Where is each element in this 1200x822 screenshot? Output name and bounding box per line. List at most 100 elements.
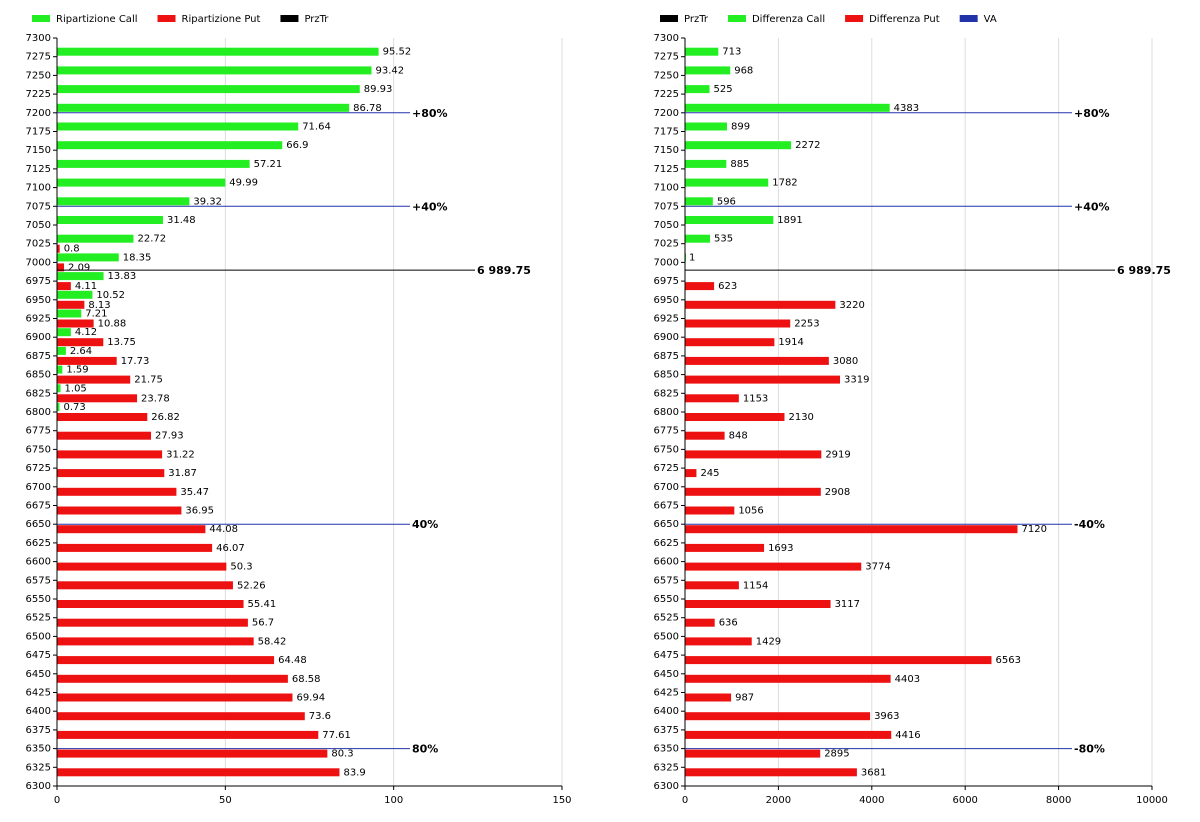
value-label: 885 — [730, 159, 749, 170]
value-label: 899 — [731, 122, 750, 133]
legend-label: Differenza Put — [869, 14, 940, 25]
y-tick-label: 6350 — [26, 744, 51, 755]
bar — [57, 487, 177, 496]
bar — [57, 506, 182, 515]
bar — [57, 244, 60, 253]
y-tick-label: 7000 — [26, 257, 51, 268]
bar — [57, 712, 305, 721]
y-tick-label: 6450 — [654, 669, 679, 680]
value-label: 636 — [719, 618, 738, 629]
value-label: 18.35 — [123, 252, 152, 263]
x-tick-label: 150 — [552, 795, 571, 806]
bar — [57, 384, 61, 393]
y-tick-label: 7225 — [654, 89, 679, 100]
value-label: 596 — [717, 196, 736, 207]
value-label: 3117 — [835, 599, 860, 610]
x-tick-label: 6000 — [952, 795, 977, 806]
y-tick-label: 6775 — [654, 426, 679, 437]
bar — [57, 365, 63, 374]
y-tick-label: 6800 — [26, 407, 51, 418]
bar — [57, 730, 319, 739]
y-tick-label: 7000 — [654, 257, 679, 268]
bar — [57, 525, 206, 534]
bar — [57, 618, 248, 627]
bar — [57, 543, 213, 552]
bar — [685, 487, 821, 496]
value-label: 4403 — [895, 674, 920, 685]
y-tick-label: 6700 — [654, 482, 679, 493]
y-tick-label: 6675 — [654, 501, 679, 512]
bar — [685, 562, 862, 571]
bar — [685, 85, 710, 94]
y-tick-label: 6875 — [26, 351, 51, 362]
bar — [685, 394, 739, 403]
y-tick-label: 7100 — [26, 183, 51, 194]
value-label: 44.08 — [209, 524, 238, 535]
bar — [57, 159, 250, 168]
value-label: 2.64 — [70, 346, 92, 357]
y-tick-label: 6500 — [654, 631, 679, 642]
bar — [57, 300, 85, 309]
value-label: 1056 — [738, 506, 763, 517]
bar — [57, 375, 131, 384]
y-tick-label: 6850 — [26, 370, 51, 381]
value-label: 27.93 — [155, 431, 184, 442]
bar — [685, 300, 836, 309]
bar — [685, 141, 792, 150]
value-label: 55.41 — [248, 599, 277, 610]
bar — [685, 282, 715, 291]
bar — [685, 656, 992, 665]
y-tick-label: 6375 — [26, 725, 51, 736]
y-tick-label: 7200 — [26, 108, 51, 119]
va-label: +40% — [412, 200, 448, 213]
value-label: 2130 — [788, 412, 813, 423]
bar — [57, 637, 254, 646]
y-tick-label: 7150 — [654, 145, 679, 156]
y-tick-label: 6450 — [26, 669, 51, 680]
value-label: 713 — [722, 47, 741, 58]
y-tick-label: 6525 — [26, 613, 51, 624]
va-label: -40% — [1074, 518, 1105, 531]
value-label: 8.13 — [88, 300, 110, 311]
value-label: 4416 — [895, 730, 920, 741]
y-tick-label: 7300 — [26, 33, 51, 44]
value-label: 89.93 — [364, 84, 393, 95]
bar — [57, 656, 275, 665]
bar — [685, 431, 725, 440]
value-label: 7.21 — [85, 309, 107, 320]
bar — [57, 394, 138, 403]
y-tick-label: 6575 — [26, 575, 51, 586]
y-tick-label: 6350 — [654, 744, 679, 755]
value-label: 535 — [714, 234, 733, 245]
value-label: 1429 — [756, 636, 781, 647]
y-tick-label: 7025 — [654, 239, 679, 250]
legend-swatch — [727, 15, 746, 22]
bar — [57, 290, 93, 299]
y-tick-label: 6725 — [26, 463, 51, 474]
y-tick-label: 6500 — [26, 631, 51, 642]
bar — [685, 618, 715, 627]
y-tick-label: 6550 — [654, 594, 679, 605]
y-tick-label: 6625 — [26, 538, 51, 549]
bar — [685, 356, 829, 365]
value-label: 68.58 — [292, 674, 321, 685]
bar — [57, 253, 119, 262]
bar — [685, 234, 710, 243]
value-label: 3319 — [844, 375, 869, 386]
bar — [57, 768, 340, 777]
value-label: 22.72 — [137, 234, 166, 245]
value-label: 1153 — [743, 393, 768, 404]
legend-label: Ripartizione Put — [182, 14, 261, 25]
bar — [57, 749, 328, 758]
value-label: 26.82 — [151, 412, 180, 423]
y-tick-label: 7025 — [26, 239, 51, 250]
legend-swatch — [959, 15, 978, 22]
y-tick-label: 6375 — [654, 725, 679, 736]
value-label: 968 — [734, 65, 753, 76]
y-tick-label: 6950 — [654, 295, 679, 306]
bar — [57, 319, 94, 328]
value-label: 39.32 — [193, 196, 222, 207]
y-tick-label: 6425 — [26, 688, 51, 699]
bar — [685, 338, 775, 347]
value-label: 17.73 — [121, 356, 150, 367]
